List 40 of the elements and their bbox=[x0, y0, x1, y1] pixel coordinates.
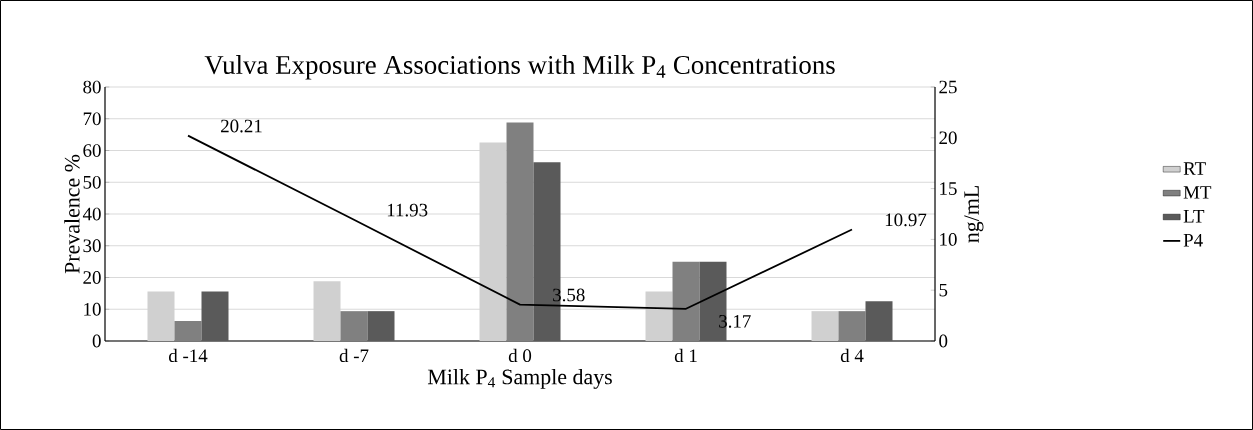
bar bbox=[367, 311, 395, 341]
line-series bbox=[187, 134, 853, 310]
bar bbox=[672, 261, 700, 341]
y-tick-label: 40 bbox=[82, 207, 101, 221]
y2-tick-label: 25 bbox=[939, 80, 957, 94]
data-label: 10.97 bbox=[885, 213, 927, 227]
legend-label: LT bbox=[1183, 210, 1205, 223]
x-tick-label: d 4 bbox=[840, 348, 864, 363]
y-tick-label: 30 bbox=[83, 239, 101, 253]
bar bbox=[174, 321, 202, 341]
y-tick-label: 50 bbox=[83, 175, 101, 189]
bar bbox=[506, 122, 534, 341]
bar bbox=[340, 311, 368, 341]
x-tick-label: d 1 bbox=[674, 348, 697, 363]
y-axis-title: Prevalence % bbox=[64, 154, 80, 274]
y-tick-label: 10 bbox=[84, 302, 101, 316]
y-tick-label: 70 bbox=[83, 112, 101, 126]
bar bbox=[838, 311, 866, 341]
y-tick-label: 60 bbox=[83, 144, 101, 157]
y2-tick-label: 0 bbox=[939, 334, 948, 348]
y2-tick-label: 15 bbox=[940, 182, 957, 195]
bar bbox=[201, 291, 229, 341]
data-label: 20.21 bbox=[221, 119, 262, 133]
y-tick-label: 0 bbox=[92, 334, 101, 348]
y2-tick-label: 5 bbox=[939, 283, 948, 297]
legend-label: P4 bbox=[1183, 233, 1203, 247]
x-axis-title: Milk P$_{4}$ Sample days bbox=[427, 368, 612, 389]
legend-label: MT bbox=[1183, 186, 1212, 199]
bar bbox=[865, 301, 893, 341]
x-tick-label: d 0 bbox=[508, 348, 532, 363]
y-tick-label: 20 bbox=[83, 271, 101, 284]
y-tick-label: 80 bbox=[83, 80, 101, 94]
y2-tick-label: 20 bbox=[939, 131, 957, 145]
legend-label: RT bbox=[1183, 162, 1206, 175]
y2-tick-label: 10 bbox=[940, 233, 957, 246]
x-tick-label: d -7 bbox=[339, 348, 369, 363]
data-label: 11.93 bbox=[387, 203, 428, 217]
chart-title: Vulva Exposure Associations with Milk P$_{4}$ Concentrations bbox=[204, 55, 835, 80]
x-tick-label: d -14 bbox=[168, 348, 208, 363]
y2-axis-title: ng/mL bbox=[964, 186, 984, 243]
